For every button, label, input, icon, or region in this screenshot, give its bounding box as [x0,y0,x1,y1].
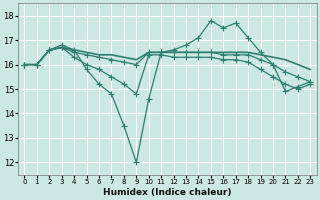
X-axis label: Humidex (Indice chaleur): Humidex (Indice chaleur) [103,188,232,197]
